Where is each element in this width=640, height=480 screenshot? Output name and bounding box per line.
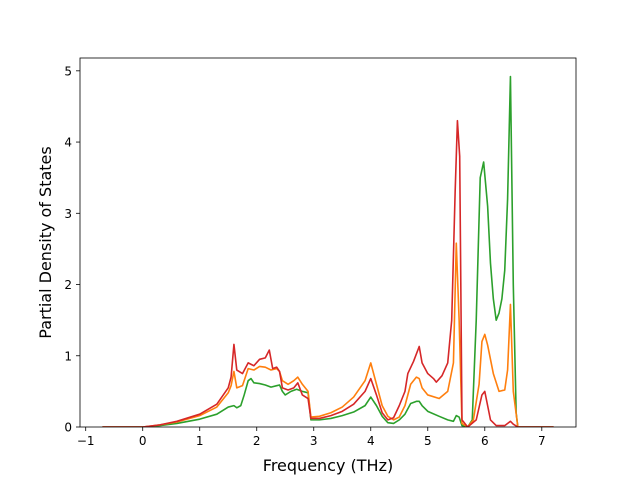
x-tick-label-2: 1 [196,434,204,448]
series-line-2 [102,242,554,427]
y-tick-label-1: 1 [64,349,72,363]
x-axis-label: Frequency (THz) [263,456,393,475]
series-line-1 [102,75,554,427]
series-group [102,75,554,427]
series-line-3 [102,119,554,427]
plot-area [102,75,554,427]
x-tick-label-6: 5 [424,434,432,448]
y-tick-label-5: 5 [64,64,72,78]
y-axis-label: Partial Density of States [36,146,55,338]
x-tick-label-5: 4 [367,434,375,448]
x-tick-label-4: 3 [310,434,318,448]
axes: −1 0 1 2 3 4 5 6 7 0 1 2 3 4 5 [64,57,577,448]
x-tick-label-7: 6 [481,434,489,448]
x-tick-label-3: 2 [253,434,261,448]
x-tick-label-8: 7 [538,434,546,448]
y-tick-label-0: 0 [64,421,72,435]
y-tick-label-4: 4 [64,136,72,150]
plot-frame [79,57,577,428]
y-tick-label-3: 3 [64,207,72,221]
y-tick-label-2: 2 [64,278,72,292]
x-tick-label-1: 0 [139,434,147,448]
x-tick-label-0: −1 [77,434,95,448]
